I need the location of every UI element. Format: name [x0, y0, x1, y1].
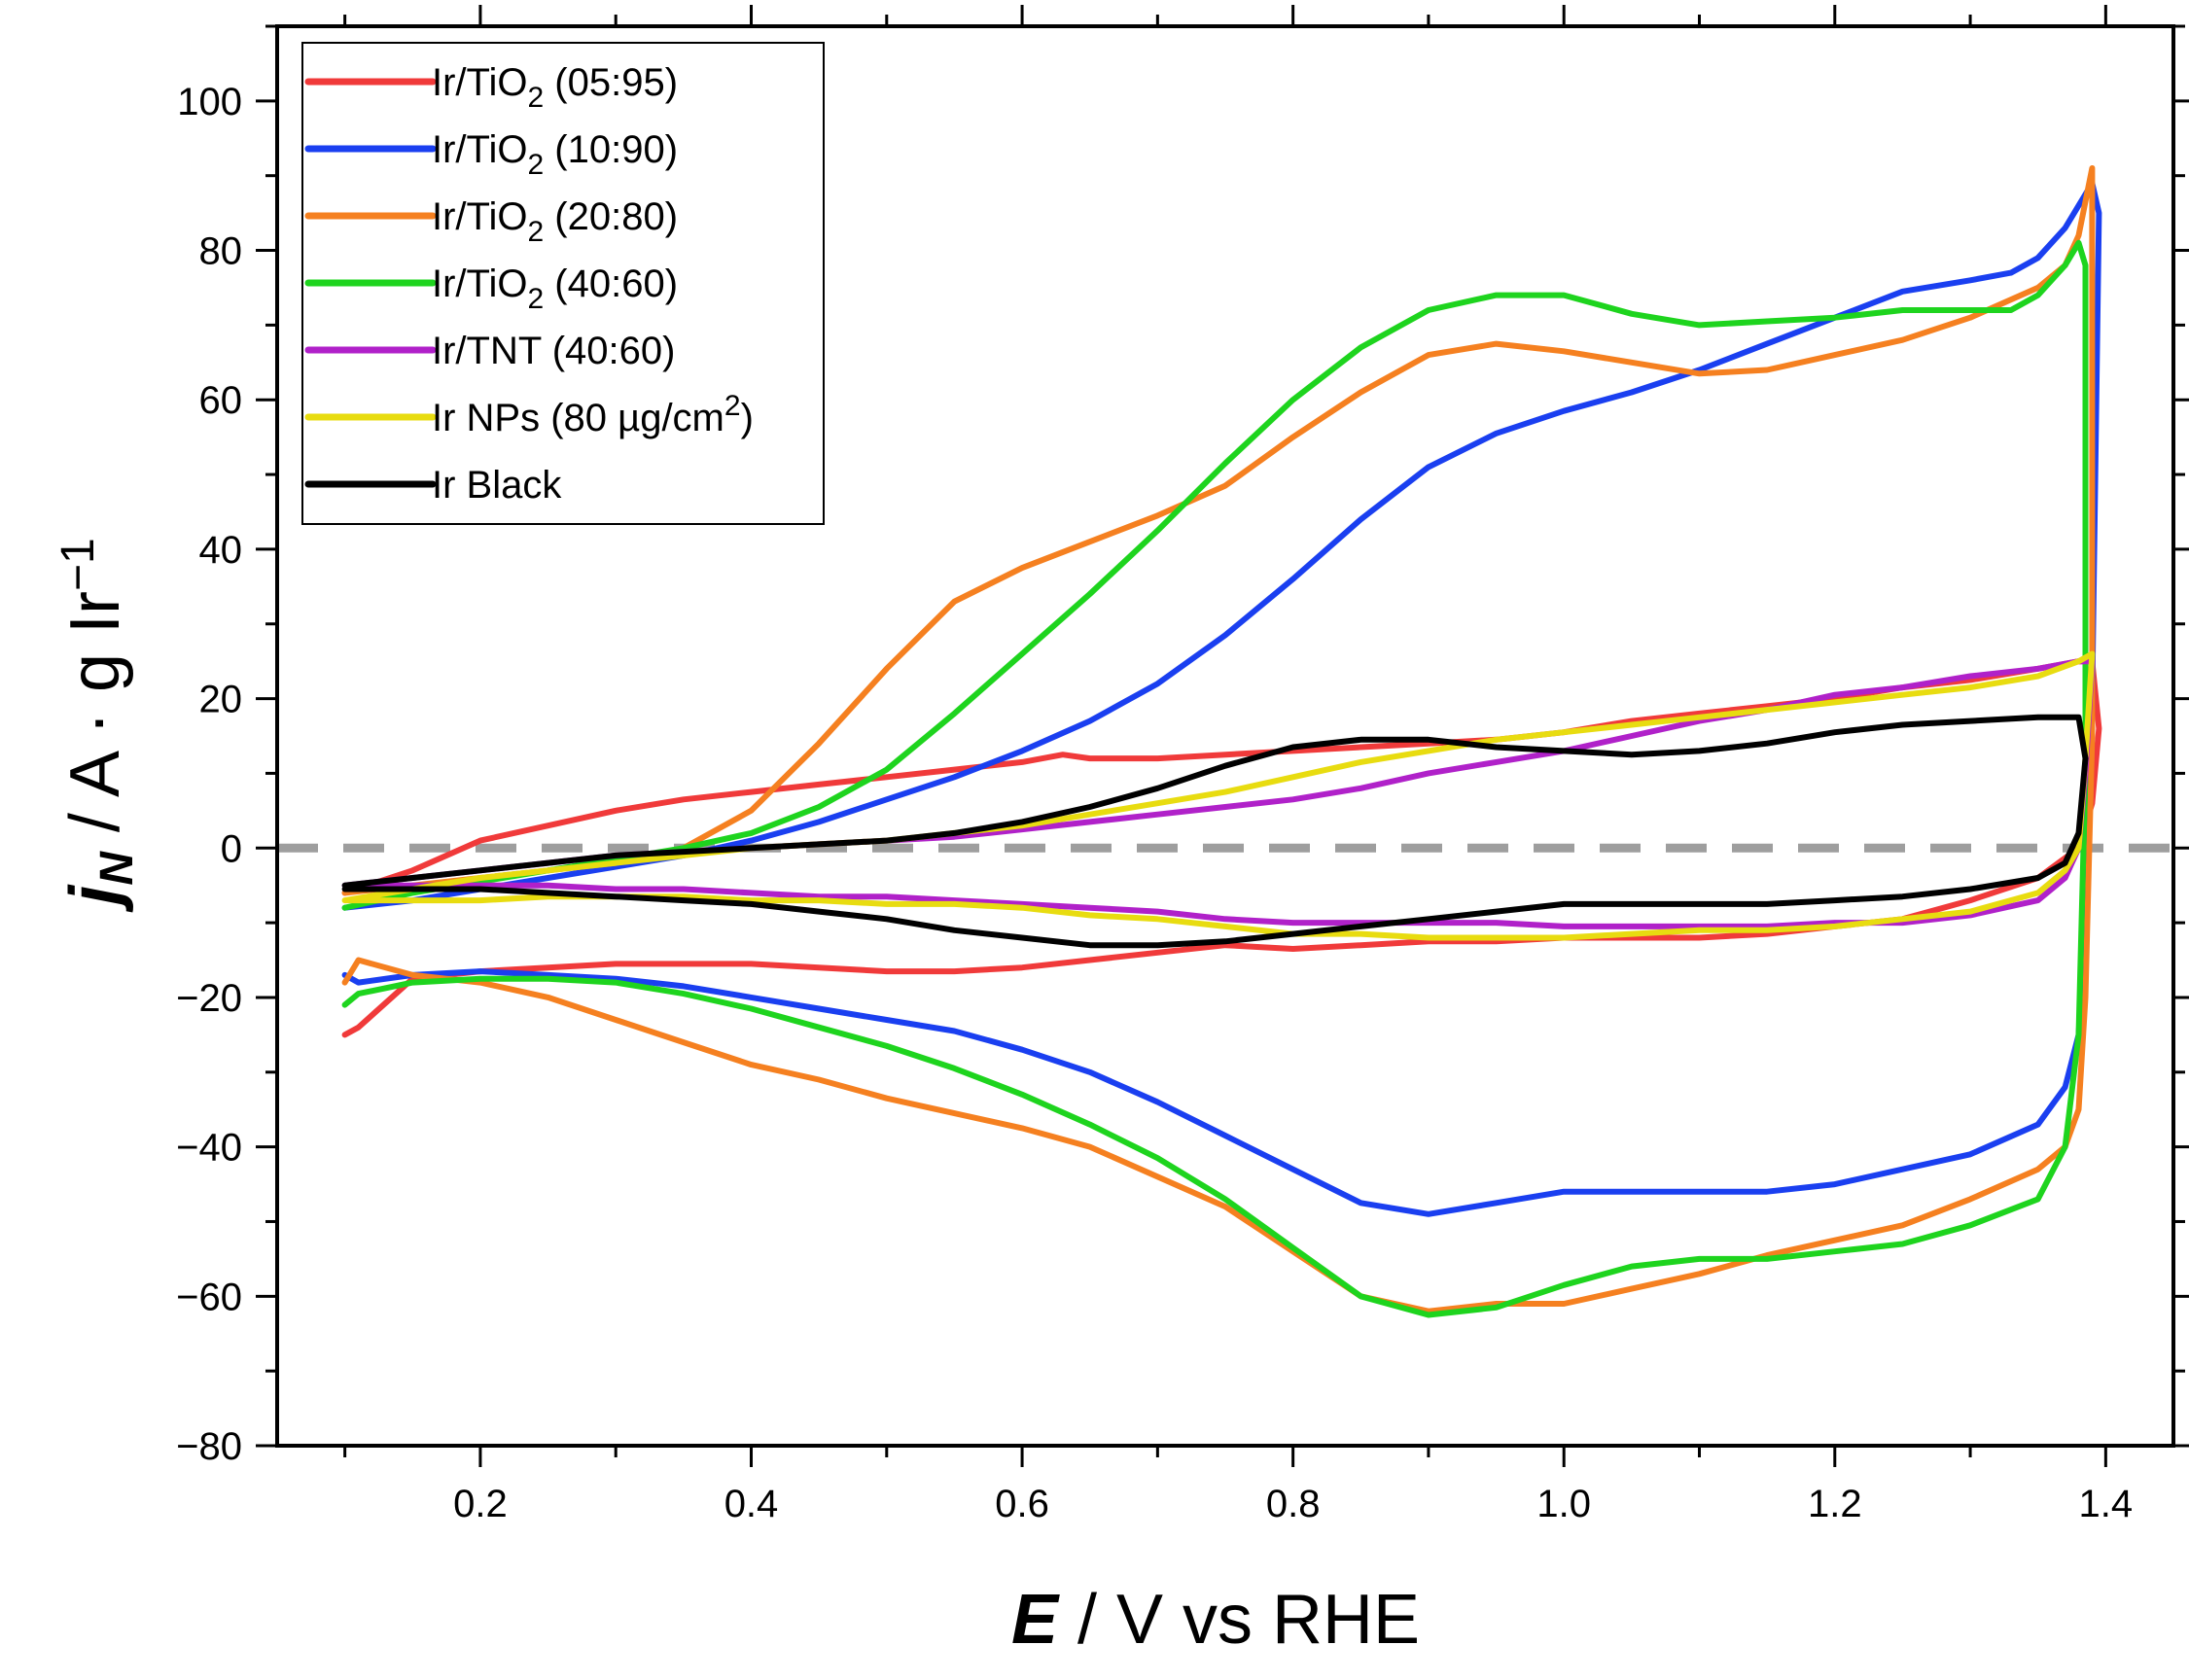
legend-label-tail: (10:90)	[544, 128, 678, 171]
legend-label-3: Ir/TiO2 (20:80)	[432, 195, 678, 248]
legend-label-subscript: 2	[528, 283, 545, 315]
y-tick-label: 60	[199, 379, 243, 422]
legend-label-main: Ir/TiO	[432, 128, 528, 171]
x-tick-label: 0.8	[1266, 1483, 1321, 1525]
x-tick-label: 1.4	[2079, 1483, 2134, 1525]
x-tick-label: 0.4	[724, 1483, 779, 1525]
legend-label-5: Ir/TNT (40:60)	[432, 330, 675, 372]
legend-label-main: Ir Black	[432, 464, 562, 507]
legend-label-tail: (20:80)	[544, 195, 678, 238]
x-axis-title: E / V vs RHE	[1011, 1581, 1420, 1659]
x-tick-label: 1.2	[1808, 1483, 1862, 1525]
x-tick-label: 0.2	[453, 1483, 508, 1525]
legend-label-subscript: 2	[528, 216, 545, 248]
series-line-7	[341, 714, 2089, 949]
y-tick-label: −80	[176, 1425, 242, 1468]
y-axis-title-unit: / A · g Ir	[56, 591, 134, 852]
y-tick-label: −20	[176, 977, 242, 1020]
legend-label-2: Ir/TiO2 (10:90)	[432, 128, 678, 181]
y-tick-label: 80	[199, 230, 243, 273]
x-axis-title-unit: / V vs RHE	[1058, 1581, 1420, 1659]
x-axis-title-variable: E	[1011, 1581, 1060, 1659]
x-axis: 0.2 0.4 0.6 0.8 1.0 1.2 1.4	[343, 5, 2134, 1525]
legend-label-main: Ir/TiO	[432, 61, 528, 104]
y-axis-title: jN / A · g Ir−1	[53, 538, 143, 913]
legend-label-7: Ir Black	[432, 464, 562, 507]
legend-label-main: Ir/TiO	[432, 262, 528, 305]
series-layer	[341, 165, 2102, 1318]
series-line-1	[341, 658, 2102, 1038]
legend-label-main: Ir/TiO	[432, 195, 528, 238]
legend: Ir/TiO2 (05:95)Ir/TiO2 (10:90)Ir/TiO2 (2…	[301, 42, 825, 525]
legend-label-subscript: 2	[528, 149, 545, 181]
x-tick-label: 1.0	[1536, 1483, 1591, 1525]
legend-label-6: Ir NPs (80 µg/cm2)	[432, 390, 754, 439]
legend-label-main: Ir/TNT (40:60)	[432, 330, 675, 372]
series-line-4	[341, 239, 2089, 1318]
y-tick-label: 100	[177, 81, 242, 123]
legend-label-tail: )	[741, 397, 754, 439]
y-axis-title-subscript: N	[91, 851, 143, 886]
legend-label-4: Ir/TiO2 (40:60)	[432, 262, 678, 315]
legend-label-superscript: 2	[724, 390, 741, 422]
series-line-3	[341, 165, 2096, 1314]
y-axis-title-variable: j	[56, 884, 134, 913]
y-tick-label: 0	[221, 827, 242, 870]
y-axis-title-superscript: −1	[53, 538, 104, 591]
legend-label-1: Ir/TiO2 (05:95)	[432, 61, 678, 114]
legend-label-tail: (40:60)	[544, 262, 678, 305]
y-tick-label: −60	[176, 1276, 242, 1318]
y-tick-label: −40	[176, 1127, 242, 1170]
plot-frame	[275, 24, 2175, 1448]
y-tick-label: 20	[199, 679, 243, 721]
x-tick-label: 0.6	[995, 1483, 1049, 1525]
y-axis: −80 −60 −40 −20 0 20 40 60 80 100	[176, 24, 2189, 1468]
legend-label-main: Ir NPs (80 µg/cm	[432, 397, 724, 439]
legend-label-tail: (05:95)	[544, 61, 678, 104]
y-tick-label: 40	[199, 529, 243, 572]
legend-label-subscript: 2	[528, 82, 545, 114]
